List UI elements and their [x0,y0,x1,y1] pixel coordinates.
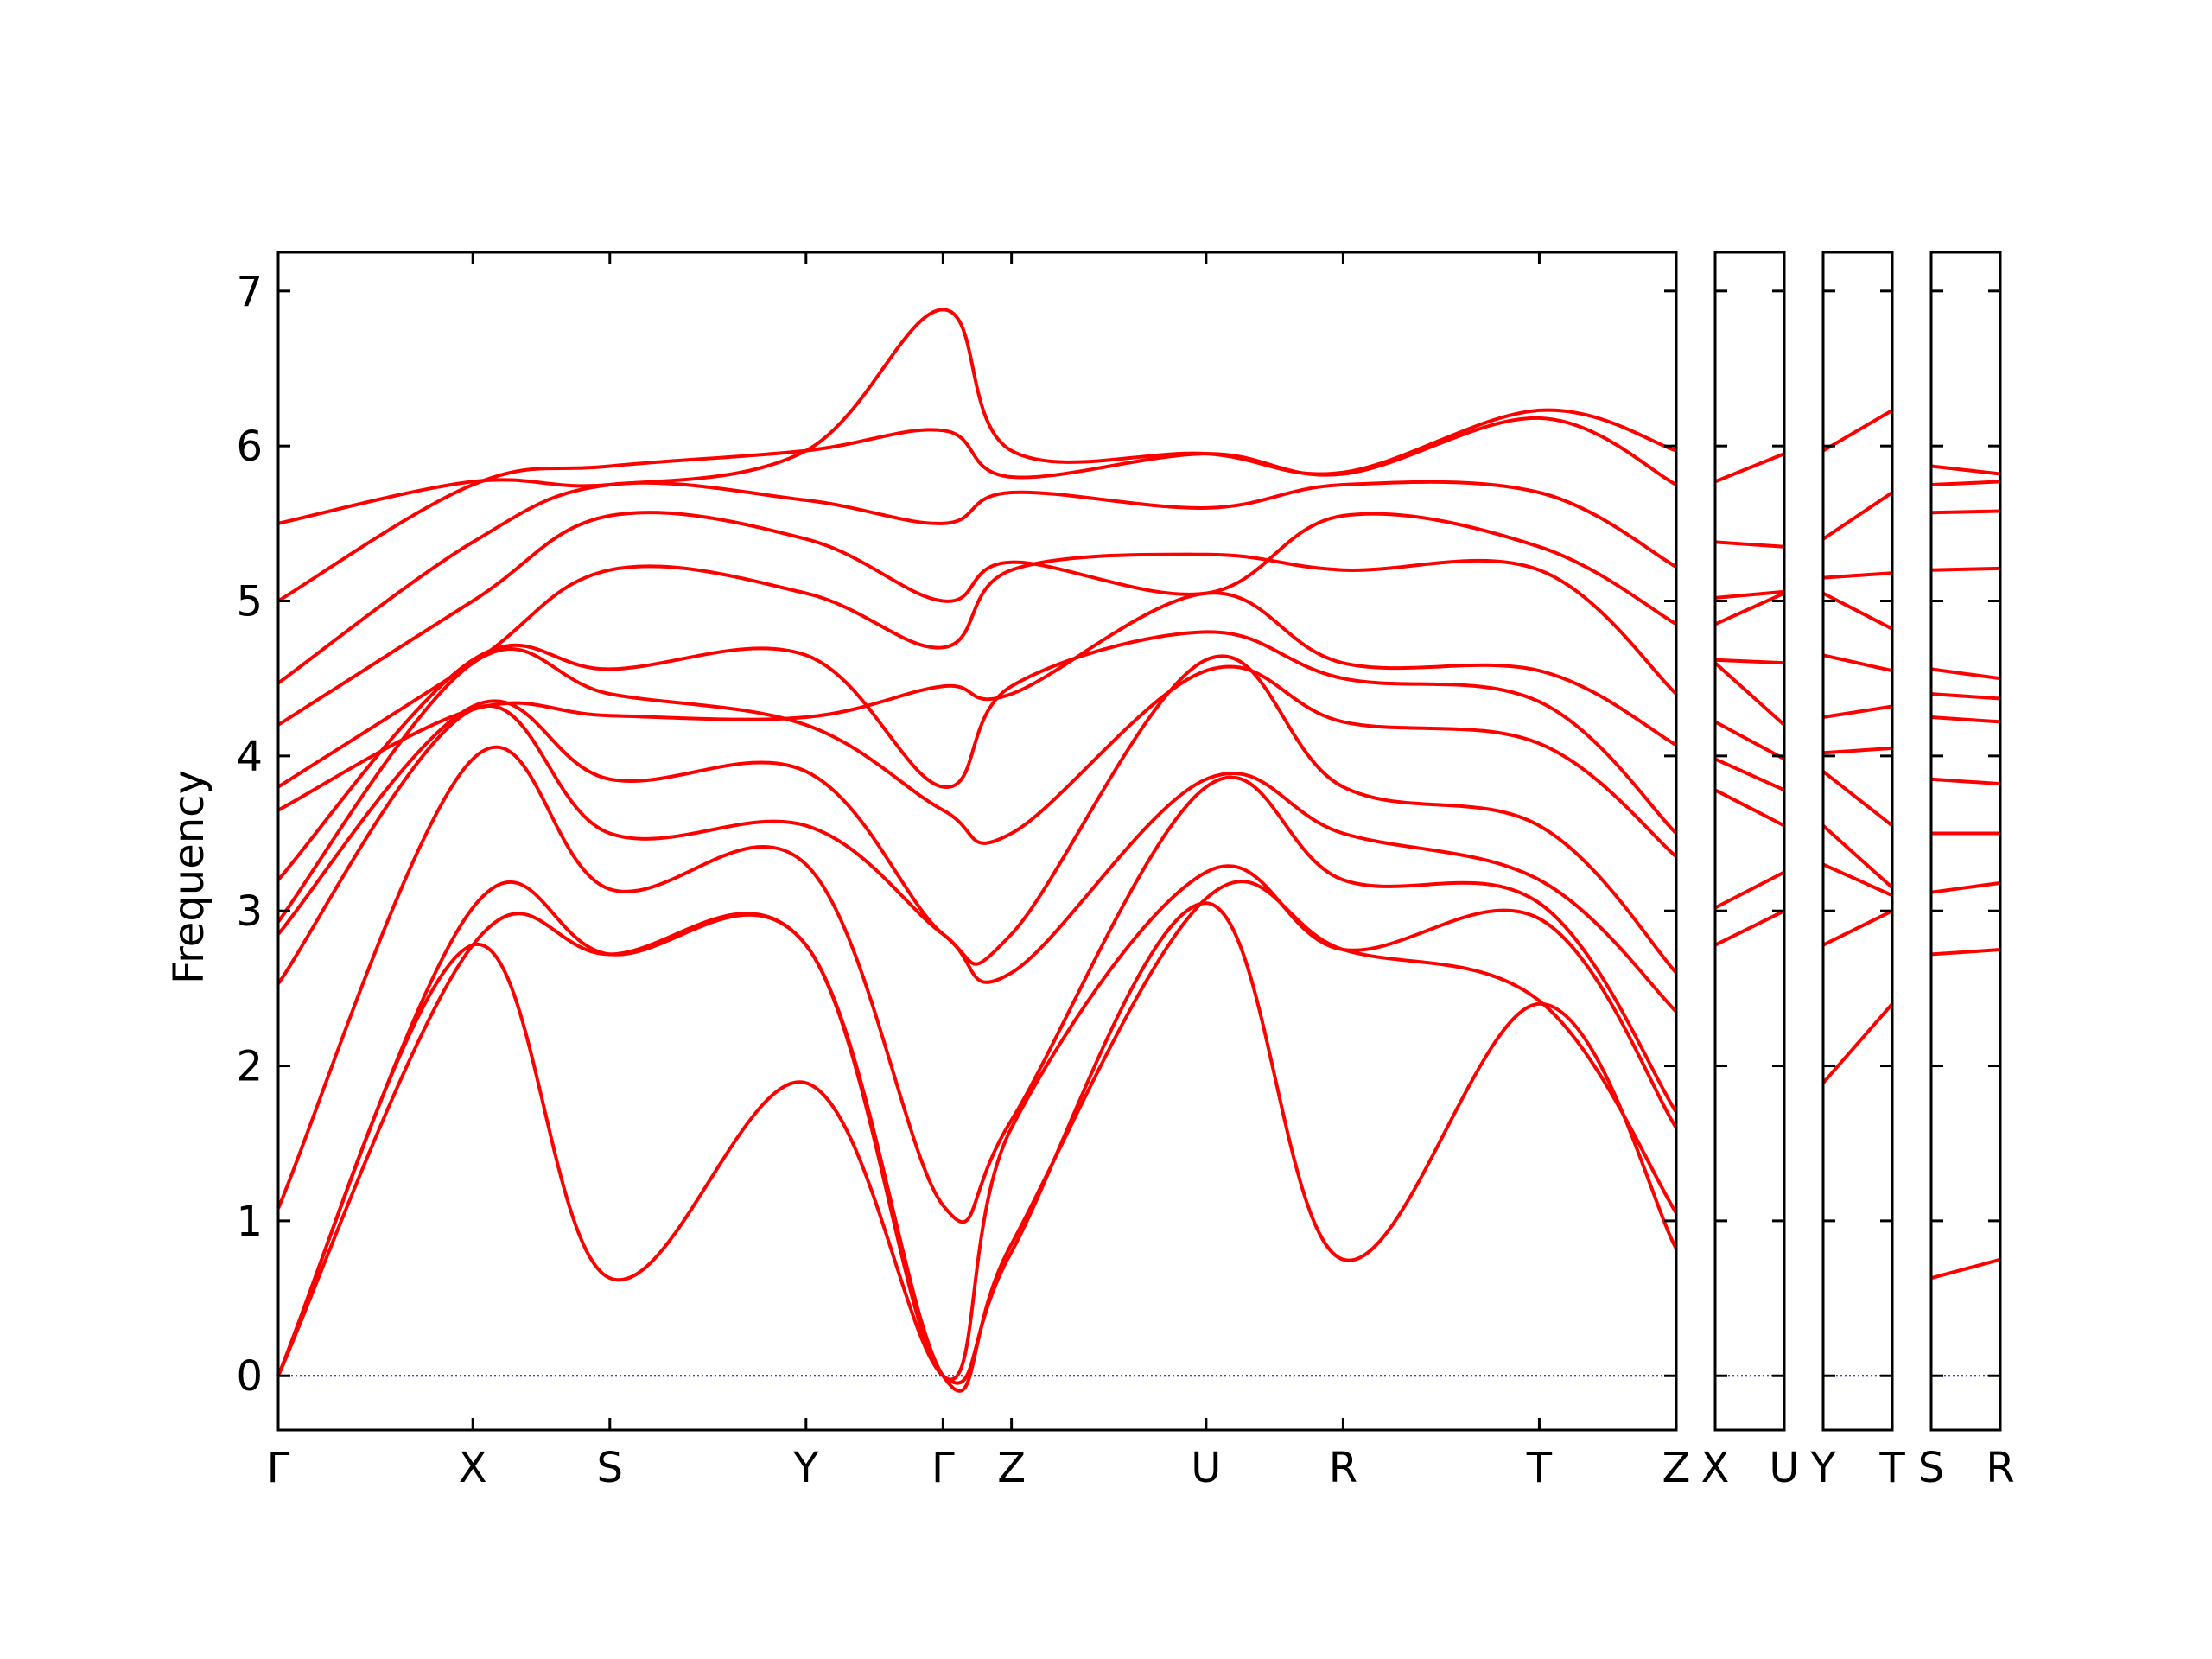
x-tick-label: X [459,1444,487,1492]
band-line [1930,464,2001,476]
band-line [1713,661,1786,727]
band-line [276,901,1678,1385]
band-line [276,552,1678,789]
band-line [1822,653,1893,673]
band-line [1821,1002,1894,1084]
y-tick-label: 0 [236,1352,263,1401]
panel-frame [276,251,1678,1432]
band-line [276,647,1678,923]
band-line [1822,704,1893,719]
band-line [276,654,1678,975]
band-line [1930,480,2001,486]
band-line [1930,509,2001,515]
band-line [1930,880,2001,894]
band-line [1821,824,1894,889]
band-line [277,591,1677,812]
y-tick-label: 1 [236,1198,263,1246]
band-line [276,630,1678,881]
band-line [1821,770,1894,828]
band-line [1930,692,2001,701]
band-line [1714,452,1785,484]
y-tick-label: 4 [236,733,263,781]
band-line [1822,591,1893,631]
panel-frame [1821,251,1894,1432]
band-line [1714,591,1785,626]
x-tick-label: Γ [267,1444,290,1492]
band-line [276,416,1677,603]
band-line [1822,909,1893,947]
x-tick-label: Y [792,1444,819,1492]
band-line [1930,667,2001,681]
band-line [1821,491,1894,541]
x-tick-label: Z [1662,1444,1691,1492]
band-line [1714,757,1785,792]
band-line [1821,409,1894,453]
y-tick-label: 2 [236,1043,263,1091]
band-line [276,511,1677,727]
x-tick-label: Z [997,1444,1026,1492]
panel-frame [1929,251,2002,1432]
band-line [1714,909,1785,947]
x-tick-label: R [1329,1444,1357,1492]
band-line [1822,746,1893,755]
y-tick-label: 3 [236,887,263,936]
band-line [1822,862,1893,898]
band-line [1930,715,2001,724]
x-tick-label: X [1701,1444,1730,1492]
band-line [1930,948,2001,957]
x-tick-label: Γ [931,1444,955,1492]
x-tick-label: T [1878,1444,1905,1492]
band-line [276,703,1678,1014]
band-line [1930,777,2001,786]
y-tick-label: 6 [236,423,263,471]
x-tick-label: R [1986,1444,2014,1492]
band-line [1714,658,1785,665]
x-tick-label: T [1526,1444,1553,1492]
x-tick-label: U [1769,1444,1799,1492]
band-line [276,480,1677,685]
band-line [1930,1257,2001,1281]
y-axis-label: Frequency [165,770,213,984]
y-tick-label: 5 [236,578,263,626]
band-line [276,864,1678,1382]
x-tick-label: U [1191,1444,1221,1492]
x-tick-label: S [1918,1444,1944,1492]
band-line [1714,870,1785,910]
x-tick-label: S [597,1444,623,1492]
band-line [1714,720,1785,761]
band-line [1930,566,2001,572]
band-line [1714,540,1785,549]
band-line [277,308,1677,525]
band-line [276,880,1678,1393]
panel-frame [1713,251,1786,1432]
y-tick-label: 7 [236,268,263,316]
x-tick-label: Y [1809,1444,1836,1492]
band-line [1714,788,1785,828]
band-line [1822,571,1893,580]
band-line [276,745,1678,1224]
band-line [1714,589,1785,600]
